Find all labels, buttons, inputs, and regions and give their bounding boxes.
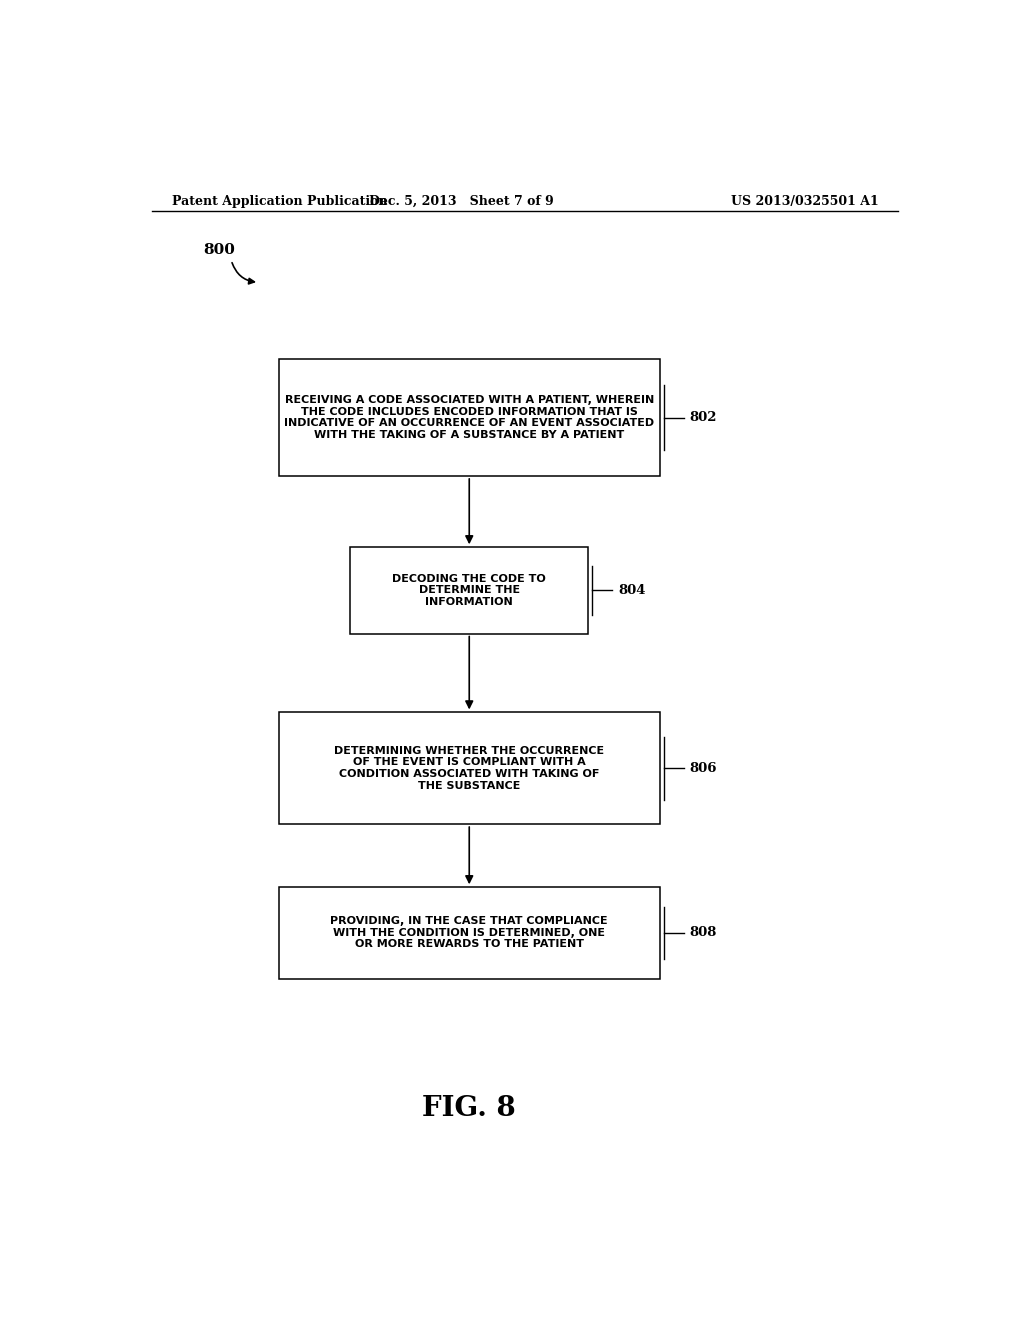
Text: DETERMINING WHETHER THE OCCURRENCE
OF THE EVENT IS COMPLIANT WITH A
CONDITION AS: DETERMINING WHETHER THE OCCURRENCE OF TH… — [334, 746, 604, 791]
Text: 802: 802 — [690, 411, 718, 424]
Text: Patent Application Publication: Patent Application Publication — [172, 194, 387, 207]
Text: Dec. 5, 2013   Sheet 7 of 9: Dec. 5, 2013 Sheet 7 of 9 — [369, 194, 554, 207]
Text: US 2013/0325501 A1: US 2013/0325501 A1 — [731, 194, 879, 207]
Bar — [279, 887, 659, 978]
Bar — [279, 713, 659, 824]
Text: 806: 806 — [690, 762, 718, 775]
Text: 808: 808 — [690, 927, 717, 940]
Bar — [279, 359, 659, 477]
Text: 800: 800 — [204, 243, 236, 257]
Text: RECEIVING A CODE ASSOCIATED WITH A PATIENT, WHEREIN
THE CODE INCLUDES ENCODED IN: RECEIVING A CODE ASSOCIATED WITH A PATIE… — [285, 395, 654, 440]
Text: 804: 804 — [618, 583, 646, 597]
Bar — [350, 548, 588, 634]
Text: PROVIDING, IN THE CASE THAT COMPLIANCE
WITH THE CONDITION IS DETERMINED, ONE
OR : PROVIDING, IN THE CASE THAT COMPLIANCE W… — [331, 916, 608, 949]
Text: FIG. 8: FIG. 8 — [422, 1096, 516, 1122]
Text: DECODING THE CODE TO
DETERMINE THE
INFORMATION: DECODING THE CODE TO DETERMINE THE INFOR… — [392, 574, 546, 607]
